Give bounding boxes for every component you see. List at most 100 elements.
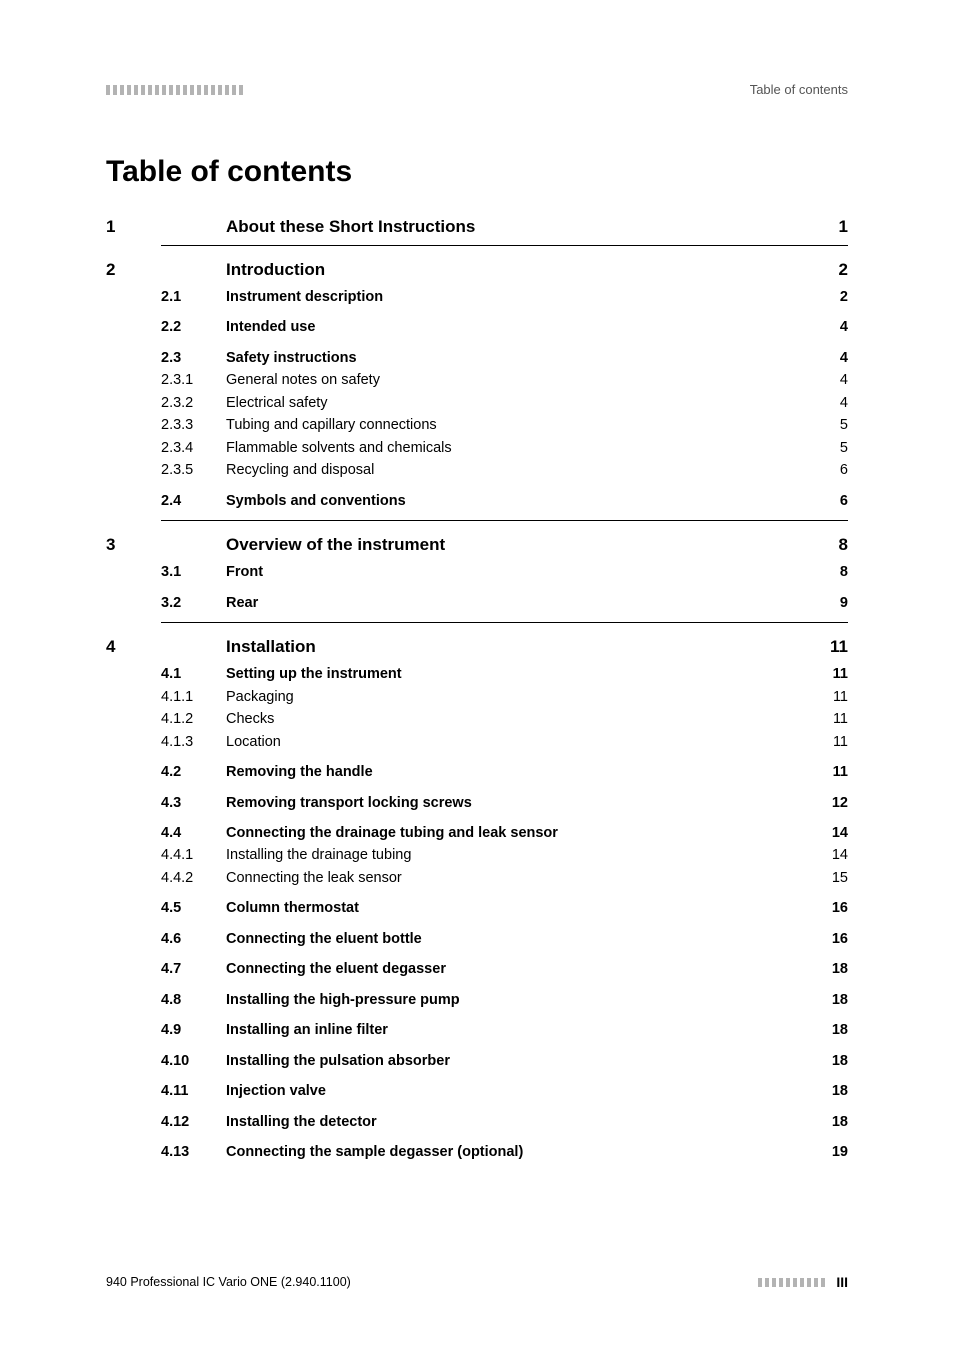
- toc-entry-page: 4: [820, 316, 848, 338]
- toc-entry-title: Connecting the leak sensor: [226, 867, 402, 889]
- toc-entry-title: Front: [226, 561, 263, 583]
- toc-chapter-row: 2Introduction2: [106, 260, 848, 280]
- toc-entry-row: 4.10Installing the pulsation absorber 18: [161, 1050, 848, 1072]
- toc-entry-number: 4.1.3: [161, 731, 226, 753]
- table-of-contents: 1About these Short Instructions12Introdu…: [106, 217, 848, 1164]
- toc-entry-title: Connecting the eluent bottle: [226, 928, 422, 950]
- toc-entry-title: Tubing and capillary connections: [226, 414, 437, 436]
- toc-entry-page: 5: [820, 414, 848, 436]
- toc-entry-row: 2.1Instrument description2: [161, 286, 848, 308]
- toc-entry-page: 12: [820, 792, 848, 814]
- footer-page-number: III: [836, 1274, 848, 1290]
- toc-entry-number: 4.12: [161, 1111, 226, 1133]
- toc-entry-number: 4.7: [161, 958, 226, 980]
- toc-entry-page: 18: [820, 1019, 848, 1041]
- toc-entry-page: 18: [820, 989, 848, 1011]
- toc-divider: [161, 245, 848, 246]
- toc-entry-row: 2.3Safety instructions4: [161, 347, 848, 369]
- toc-entry-number: 3.2: [161, 592, 226, 614]
- toc-entry-row: 4.12Installing the detector18: [161, 1111, 848, 1133]
- toc-subsection: 4.1Setting up the instrument 114.1.1Packa…: [161, 663, 848, 1163]
- toc-entry-page: 11: [820, 708, 848, 730]
- toc-subsection: 2.1Instrument description2 2.2Intended us…: [161, 286, 848, 512]
- toc-entry-row: 2.4Symbols and conventions6: [161, 490, 848, 512]
- toc-entry-page: 18: [820, 1050, 848, 1072]
- toc-entry-number: 2.2: [161, 316, 226, 338]
- header-logo-redacted: [106, 85, 246, 95]
- toc-divider: [161, 622, 848, 623]
- toc-chapter-page: 11: [820, 637, 848, 657]
- toc-entry-row: 4.1.1Packaging11: [161, 686, 848, 708]
- toc-entry-row: 3.1Front 8: [161, 561, 848, 583]
- toc-entry-row: 2.3.2Electrical safety4: [161, 392, 848, 414]
- toc-chapter-page: 8: [820, 535, 848, 555]
- toc-entry-number: 4.6: [161, 928, 226, 950]
- toc-chapter-page: 2: [820, 260, 848, 280]
- toc-chapter-number: 1: [106, 217, 226, 237]
- toc-entry-title: Installing the detector: [226, 1111, 377, 1133]
- toc-entry-number: 4.3: [161, 792, 226, 814]
- toc-entry-title: Checks: [226, 708, 274, 730]
- toc-entry-number: 4.1: [161, 663, 226, 685]
- toc-entry-number: 4.1.2: [161, 708, 226, 730]
- toc-entry-row: 4.13Connecting the sample degasser (opti…: [161, 1141, 848, 1163]
- toc-entry-title: Location: [226, 731, 281, 753]
- toc-chapter-title: Installation: [226, 637, 316, 657]
- toc-entry-page: 14: [820, 822, 848, 844]
- toc-entry-row: 4.8Installing the high-pressure pump18: [161, 989, 848, 1011]
- toc-entry-title: Column thermostat: [226, 897, 359, 919]
- toc-entry-title: Installing the drainage tubing: [226, 844, 411, 866]
- toc-entry-number: 2.1: [161, 286, 226, 308]
- toc-entry-title: Setting up the instrument: [226, 663, 402, 685]
- toc-entry-number: 4.10: [161, 1050, 226, 1072]
- toc-entry-number: 4.9: [161, 1019, 226, 1041]
- toc-entry-page: 11: [820, 686, 848, 708]
- toc-entry-page: 4: [820, 347, 848, 369]
- toc-chapter-row: 4Installation 11: [106, 637, 848, 657]
- toc-entry-number: 4.5: [161, 897, 226, 919]
- toc-chapter-number: 4: [106, 637, 226, 657]
- toc-entry-title: Electrical safety: [226, 392, 328, 414]
- toc-divider: [161, 520, 848, 521]
- toc-entry-row: 3.2Rear9: [161, 592, 848, 614]
- page-footer: 940 Professional IC Vario ONE (2.940.110…: [106, 1274, 848, 1290]
- toc-entry-number: 4.2: [161, 761, 226, 783]
- toc-entry-title: Recycling and disposal: [226, 459, 374, 481]
- toc-subsection: 3.1Front 8 3.2Rear9: [161, 561, 848, 614]
- toc-entry-title: Removing transport locking screws: [226, 792, 472, 814]
- toc-entry-page: 18: [820, 958, 848, 980]
- toc-entry-page: 9: [820, 592, 848, 614]
- toc-chapter-title: Introduction: [226, 260, 325, 280]
- toc-entry-row: 2.3.4Flammable solvents and chemicals5: [161, 437, 848, 459]
- document-page: Table of contents Table of contents 1Abo…: [0, 0, 954, 1350]
- toc-entry-page: 6: [820, 459, 848, 481]
- toc-entry-number: 2.3.5: [161, 459, 226, 481]
- toc-entry-number: 2.3.4: [161, 437, 226, 459]
- toc-entry-number: 4.4.1: [161, 844, 226, 866]
- toc-entry-row: 2.2Intended use4: [161, 316, 848, 338]
- toc-entry-page: 5: [820, 437, 848, 459]
- toc-entry-row: 2.3.1General notes on safety4: [161, 369, 848, 391]
- toc-entry-row: 4.1Setting up the instrument 11: [161, 663, 848, 685]
- toc-entry-number: 4.13: [161, 1141, 226, 1163]
- toc-entry-row: 4.2Removing the handle11: [161, 761, 848, 783]
- toc-entry-number: 2.3.3: [161, 414, 226, 436]
- footer-left-text: 940 Professional IC Vario ONE (2.940.110…: [106, 1275, 351, 1289]
- page-header: Table of contents: [106, 82, 848, 97]
- toc-entry-title: Symbols and conventions: [226, 490, 406, 512]
- toc-chapter-row: 1About these Short Instructions1: [106, 217, 848, 237]
- toc-entry-number: 4.1.1: [161, 686, 226, 708]
- toc-entry-title: Instrument description: [226, 286, 383, 308]
- footer-logo-redacted: [758, 1278, 828, 1287]
- toc-entry-row: 4.9Installing an inline filter18: [161, 1019, 848, 1041]
- toc-entry-number: 2.3.1: [161, 369, 226, 391]
- toc-entry-title: Installing the pulsation absorber: [226, 1050, 450, 1072]
- toc-entry-number: 3.1: [161, 561, 226, 583]
- toc-chapter-number: 2: [106, 260, 226, 280]
- toc-entry-row: 4.6Connecting the eluent bottle16: [161, 928, 848, 950]
- toc-entry-page: 11: [820, 663, 848, 685]
- toc-entry-title: General notes on safety: [226, 369, 380, 391]
- toc-entry-row: 2.3.3Tubing and capillary connections 5: [161, 414, 848, 436]
- toc-entry-page: 8: [820, 561, 848, 583]
- toc-entry-page: 15: [820, 867, 848, 889]
